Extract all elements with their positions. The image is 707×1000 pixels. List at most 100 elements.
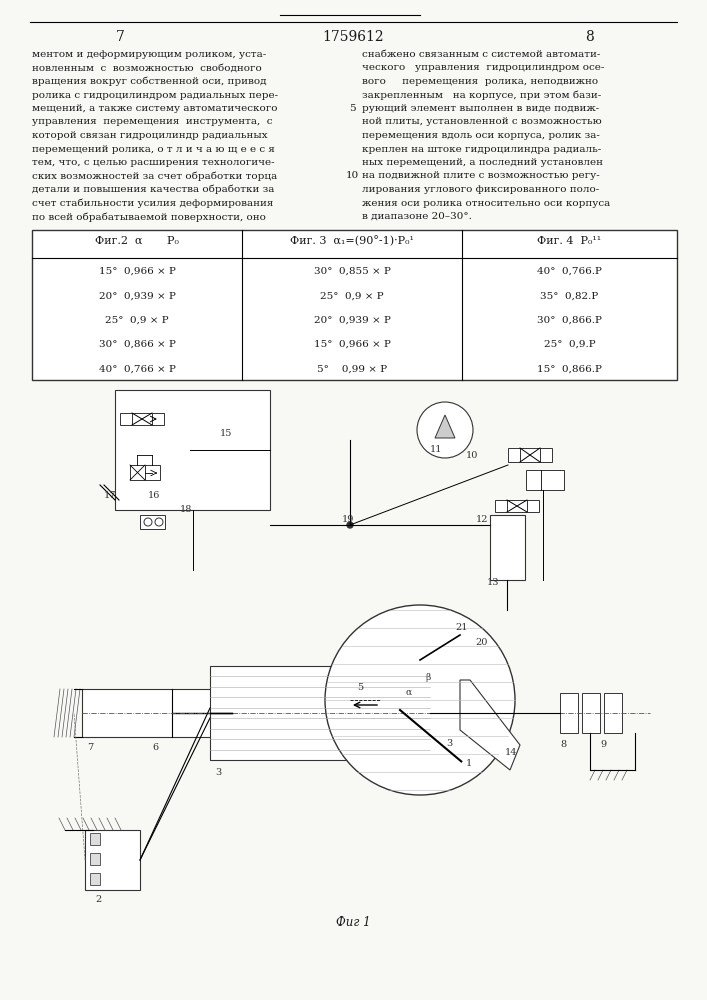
Bar (82, 689, 212, 737)
Text: β: β (425, 673, 431, 682)
Text: перемещений ролика, о т л и ч а ю щ е е с я: перемещений ролика, о т л и ч а ю щ е е … (32, 144, 275, 153)
Text: 17: 17 (104, 491, 117, 500)
Text: 10: 10 (346, 172, 358, 180)
Text: ментом и деформирующим роликом, уста-: ментом и деформирующим роликом, уста- (32, 50, 267, 59)
Bar (526, 470, 564, 490)
Text: детали и повышения качества обработки за: детали и повышения качества обработки за (32, 185, 274, 194)
Text: 7: 7 (115, 30, 124, 44)
Text: 14: 14 (505, 748, 518, 757)
Text: 20: 20 (475, 638, 487, 647)
Bar (560, 693, 578, 733)
Bar (210, 666, 430, 760)
Bar (490, 515, 525, 580)
Text: новленным  с  возможностью  свободного: новленным с возможностью свободного (32, 64, 262, 73)
Text: 15°  0,866.P: 15° 0,866.P (537, 365, 602, 374)
Circle shape (417, 402, 473, 458)
Text: 8: 8 (560, 740, 566, 749)
Text: рующий элемент выполнен в виде подвиж-: рующий элемент выполнен в виде подвиж- (362, 104, 600, 113)
Text: 1: 1 (467, 759, 472, 768)
Bar (495, 500, 507, 512)
Text: 11: 11 (430, 446, 443, 454)
Text: ной плиты, установленной с возможностью: ной плиты, установленной с возможностью (362, 117, 602, 126)
Circle shape (347, 522, 353, 528)
Bar (85, 830, 140, 890)
Bar (32, 230, 677, 380)
Text: тем, что, с целью расширения технологиче-: тем, что, с целью расширения технологиче… (32, 158, 274, 167)
Bar (508, 448, 520, 462)
Bar (140, 515, 165, 529)
Text: 8: 8 (585, 30, 595, 44)
Text: 16: 16 (148, 491, 160, 500)
Text: 3: 3 (215, 768, 221, 777)
Bar (540, 448, 552, 462)
Text: ных перемещений, а последний установлен: ных перемещений, а последний установлен (362, 158, 603, 167)
Text: 15°  0,966 × P: 15° 0,966 × P (314, 340, 390, 349)
Text: 21: 21 (455, 623, 467, 632)
Text: 18: 18 (180, 506, 192, 514)
Text: мещений, а также систему автоматического: мещений, а также систему автоматического (32, 104, 278, 113)
Text: креплен на штоке гидроцилиндра радиаль-: креплен на штоке гидроцилиндра радиаль- (362, 144, 601, 153)
Bar (90, 853, 100, 865)
Text: ских возможностей за счет обработки торца: ских возможностей за счет обработки торц… (32, 172, 277, 181)
Bar (527, 500, 539, 512)
Text: 12: 12 (476, 516, 489, 524)
Text: 30°  0,855 × P: 30° 0,855 × P (314, 267, 390, 276)
Text: 3: 3 (446, 739, 452, 748)
Text: 25°  0,9 × P: 25° 0,9 × P (320, 291, 384, 300)
Text: 40°  0,766 × P: 40° 0,766 × P (98, 365, 175, 374)
Circle shape (155, 518, 163, 526)
Text: на подвижной плите с возможностью регу-: на подвижной плите с возможностью регу- (362, 172, 600, 180)
Text: 5°    0,99 × P: 5° 0,99 × P (317, 365, 387, 374)
Text: управления  перемещения  инструмента,  с: управления перемещения инструмента, с (32, 117, 272, 126)
Bar (145, 465, 160, 480)
Text: 30°  0,866 × P: 30° 0,866 × P (98, 340, 175, 349)
Text: 25°  0,9.P: 25° 0,9.P (544, 340, 595, 349)
Bar (130, 465, 145, 480)
Text: закрепленным   на корпусе, при этом бази-: закрепленным на корпусе, при этом бази- (362, 91, 601, 100)
Text: жения оси ролика относительно оси корпуса: жения оси ролика относительно оси корпус… (362, 198, 610, 208)
Text: Фиг.2  α       P₀: Фиг.2 α P₀ (95, 236, 179, 246)
Text: α: α (405, 688, 411, 697)
Text: 5: 5 (357, 683, 363, 692)
Text: снабжено связанным с системой автомати-: снабжено связанным с системой автомати- (362, 50, 600, 59)
Text: 1759612: 1759612 (322, 30, 384, 44)
Bar (520, 448, 540, 462)
Text: ролика с гидроцилиндром радиальных пере-: ролика с гидроцилиндром радиальных пере- (32, 91, 278, 100)
Bar (582, 693, 600, 733)
Text: 40°  0,766.P: 40° 0,766.P (537, 267, 602, 276)
Bar (132, 413, 152, 425)
Text: 5: 5 (349, 104, 356, 113)
Text: 13: 13 (487, 578, 500, 587)
Text: лирования углового фиксированного поло-: лирования углового фиксированного поло- (362, 185, 600, 194)
Text: счет стабильности усилия деформирования: счет стабильности усилия деформирования (32, 198, 274, 208)
Text: 2: 2 (95, 895, 101, 904)
Text: 9: 9 (600, 740, 606, 749)
Text: 35°  0,82.P: 35° 0,82.P (540, 291, 599, 300)
Text: 6: 6 (152, 742, 158, 752)
Circle shape (144, 518, 152, 526)
Bar (120, 413, 132, 425)
Text: ческого   управления  гидроцилиндром осе-: ческого управления гидроцилиндром осе- (362, 64, 604, 73)
Text: в диапазоне 20–30°.: в диапазоне 20–30°. (362, 212, 472, 221)
Circle shape (325, 605, 515, 795)
Text: Фиг 1: Фиг 1 (336, 916, 370, 928)
Text: 30°  0,866.P: 30° 0,866.P (537, 316, 602, 325)
Text: 20°  0,939 × P: 20° 0,939 × P (98, 291, 175, 300)
Bar (152, 413, 164, 425)
Polygon shape (435, 415, 455, 438)
Text: 15: 15 (220, 428, 233, 438)
Bar (90, 833, 100, 845)
Text: которой связан гидроцилиндр радиальных: которой связан гидроцилиндр радиальных (32, 131, 268, 140)
Text: 20°  0,939 × P: 20° 0,939 × P (314, 316, 390, 325)
Text: 7: 7 (87, 742, 93, 752)
Text: вого     перемещения  ролика, неподвижно: вого перемещения ролика, неподвижно (362, 77, 598, 86)
Text: 25°  0,9 × P: 25° 0,9 × P (105, 316, 169, 325)
Text: 10: 10 (466, 450, 479, 460)
Text: 15°  0,966 × P: 15° 0,966 × P (98, 267, 175, 276)
Bar (604, 693, 622, 733)
Text: Фиг. 3  α₁=(90°-1)·P₀¹: Фиг. 3 α₁=(90°-1)·P₀¹ (290, 236, 414, 247)
Text: Фиг. 4  P₀¹¹: Фиг. 4 P₀¹¹ (537, 236, 602, 246)
Bar (507, 500, 527, 512)
Text: перемещения вдоль оси корпуса, ролик за-: перемещения вдоль оси корпуса, ролик за- (362, 131, 600, 140)
Bar (115, 390, 270, 510)
